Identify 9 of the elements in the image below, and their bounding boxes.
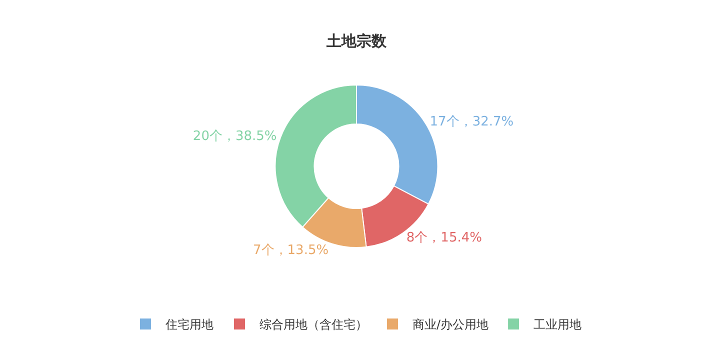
chart-title: 土地宗数 xyxy=(326,32,388,50)
data-label: 17个，32.7% xyxy=(430,114,514,130)
data-label: 8个，15.4% xyxy=(406,230,482,246)
legend-label: 住宅用地 xyxy=(164,318,214,332)
data-label: 20个，38.5% xyxy=(192,128,277,144)
legend-label: 商业/办公用地 xyxy=(412,318,489,332)
data-label: 7个，13.5% xyxy=(253,243,329,258)
legend-label: 工业用地 xyxy=(534,318,582,332)
legend-label: 综合用地（含住宅） xyxy=(260,318,368,332)
